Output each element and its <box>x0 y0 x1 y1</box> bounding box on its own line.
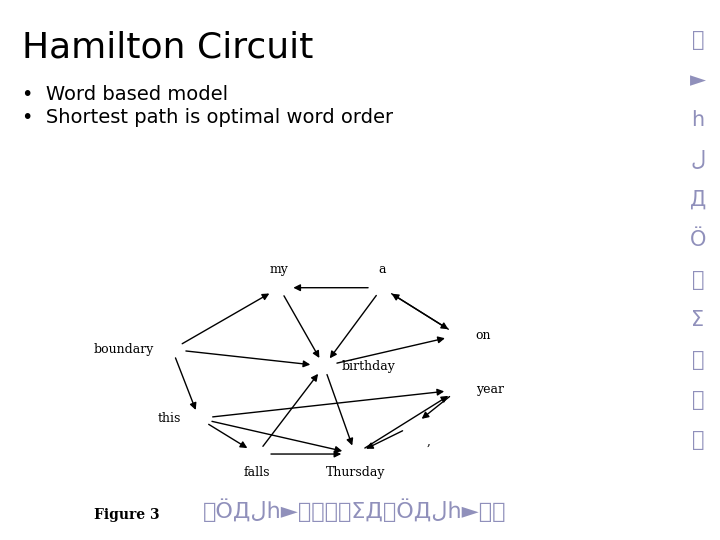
Text: Д: Д <box>690 190 706 210</box>
Text: 央ÖДلհ►ค金の央ΣД央ÖДلհ►ค金: 央ÖДلհ►ค金の央ΣД央ÖДلհ►ค金 <box>203 498 507 522</box>
Text: Ö: Ö <box>690 230 706 250</box>
Text: ل: ل <box>690 150 706 170</box>
Text: Figure 3: Figure 3 <box>94 508 159 522</box>
Text: の: の <box>692 390 704 410</box>
Text: ค: ค <box>692 30 704 50</box>
Text: Thursday: Thursday <box>325 466 385 479</box>
Text: Hamilton Circuit: Hamilton Circuit <box>22 30 313 64</box>
Text: 央: 央 <box>692 270 704 290</box>
Text: •  Shortest path is optimal word order: • Shortest path is optimal word order <box>22 108 393 127</box>
Text: ►: ► <box>690 70 706 90</box>
Text: my: my <box>270 263 289 276</box>
Text: year: year <box>476 383 504 396</box>
Text: •  Word based model: • Word based model <box>22 85 228 104</box>
Text: a: a <box>378 263 386 276</box>
Text: հ: հ <box>691 110 705 130</box>
Text: Σ: Σ <box>691 310 705 330</box>
Text: falls: falls <box>244 466 270 479</box>
Text: boundary: boundary <box>94 343 154 356</box>
Text: 厳: 厳 <box>692 350 704 370</box>
Text: on: on <box>476 329 491 342</box>
Text: 金: 金 <box>692 430 704 450</box>
Text: this: this <box>158 412 181 425</box>
Text: ,: , <box>427 435 431 448</box>
Text: birthday: birthday <box>342 360 396 373</box>
